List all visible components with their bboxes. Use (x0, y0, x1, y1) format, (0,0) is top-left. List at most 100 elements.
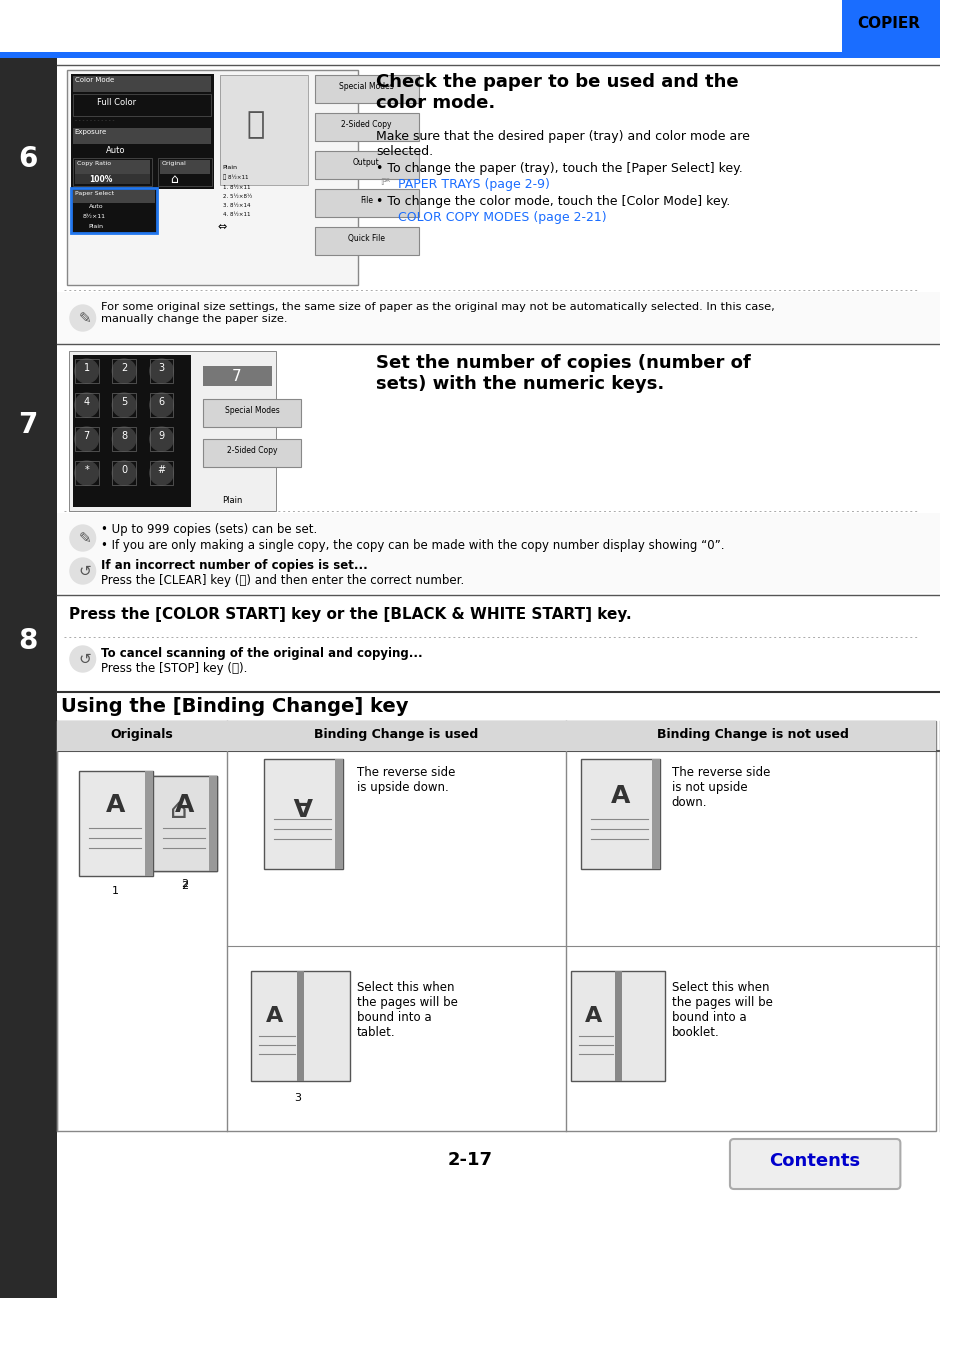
Bar (571, 971, 664, 1081)
Circle shape (112, 359, 135, 383)
Text: 100%: 100% (89, 176, 112, 184)
Bar (67, 70, 357, 285)
Bar (314, 113, 418, 140)
Bar (571, 971, 664, 1081)
Text: Plain: Plain (89, 224, 104, 230)
Text: • Up to 999 copies (sets) can be set.: • Up to 999 copies (sets) can be set. (101, 522, 317, 536)
Circle shape (112, 460, 135, 485)
Text: Special Modes: Special Modes (225, 406, 279, 414)
Bar (112, 460, 135, 485)
Bar (57, 346, 939, 512)
Text: 3: 3 (294, 1094, 301, 1103)
Bar (314, 151, 418, 180)
Bar (150, 359, 173, 383)
Bar (251, 971, 350, 1081)
Circle shape (74, 427, 98, 451)
Text: For some original size settings, the same size of paper as the original may not : For some original size settings, the sam… (101, 302, 775, 324)
Text: Binding Change is not used: Binding Change is not used (656, 728, 847, 741)
Bar (72, 190, 154, 202)
Text: 2: 2 (180, 882, 188, 891)
Text: Select this when
the pages will be
bound into a
booklet.: Select this when the pages will be bound… (671, 981, 772, 1040)
Bar (57, 721, 935, 751)
Text: Auto: Auto (89, 204, 103, 209)
Bar (152, 776, 216, 871)
Bar (57, 721, 935, 1131)
Bar (72, 128, 211, 144)
Bar (112, 427, 135, 451)
Circle shape (112, 393, 135, 417)
Bar (152, 776, 216, 871)
Circle shape (74, 393, 98, 417)
Text: ↺: ↺ (79, 564, 91, 579)
Bar (314, 113, 418, 140)
Text: • If you are only making a single copy, the copy can be made with the copy numbe: • If you are only making a single copy, … (101, 539, 724, 552)
Bar (74, 161, 150, 174)
Bar (74, 174, 150, 184)
Bar (79, 771, 152, 876)
Text: Press the [COLOR START] key or the [BLACK & WHITE START] key.: Press the [COLOR START] key or the [BLAC… (69, 608, 631, 622)
Text: Select this when
the pages will be
bound into a
tablet.: Select this when the pages will be bound… (356, 981, 457, 1040)
Text: Output: Output (353, 158, 379, 167)
Circle shape (150, 359, 173, 383)
Circle shape (150, 460, 173, 485)
Text: 2. 5½×8½: 2. 5½×8½ (222, 194, 252, 198)
Circle shape (74, 359, 98, 383)
Text: Full Color: Full Color (96, 99, 135, 107)
Bar (57, 65, 939, 290)
FancyBboxPatch shape (729, 1139, 900, 1189)
Bar (57, 597, 939, 693)
Text: 2-Sided Copy: 2-Sided Copy (227, 446, 277, 455)
Bar (314, 189, 418, 217)
Text: 4. 8½×11: 4. 8½×11 (222, 212, 250, 217)
Bar (79, 771, 152, 876)
Bar (314, 227, 418, 255)
Text: 3: 3 (158, 363, 165, 373)
Text: 5: 5 (121, 397, 127, 406)
Bar (0, 58, 57, 1297)
Bar (203, 439, 301, 467)
Text: Binding Change is used: Binding Change is used (314, 728, 477, 741)
Bar (72, 76, 211, 92)
Text: Paper Select: Paper Select (74, 190, 113, 196)
Bar (314, 151, 418, 180)
Text: PAPER TRAYS (page 2-9): PAPER TRAYS (page 2-9) (397, 178, 549, 190)
Text: Quick File: Quick File (348, 234, 385, 243)
Circle shape (150, 427, 173, 451)
Text: Contents: Contents (769, 1152, 860, 1170)
Bar (203, 400, 301, 427)
Circle shape (70, 558, 95, 585)
Bar (203, 400, 301, 427)
Bar (652, 759, 659, 869)
Bar (314, 76, 418, 103)
Bar (71, 188, 156, 234)
Text: Press the [STOP] key (Ⓘ).: Press the [STOP] key (Ⓘ). (101, 662, 248, 675)
Circle shape (74, 460, 98, 485)
Bar (157, 158, 212, 186)
Text: Plain: Plain (221, 495, 242, 505)
Text: COPIER: COPIER (856, 16, 919, 31)
Text: A: A (106, 792, 125, 817)
Text: To cancel scanning of the original and copying...: To cancel scanning of the original and c… (101, 647, 422, 660)
Bar (74, 427, 98, 451)
Bar (74, 460, 98, 485)
Text: Original: Original (161, 161, 186, 166)
Bar (57, 292, 939, 344)
Text: ⌂: ⌂ (171, 796, 188, 824)
Text: COLOR COPY MODES (page 2-21): COLOR COPY MODES (page 2-21) (397, 211, 606, 224)
Text: 1: 1 (84, 363, 90, 373)
Text: ⇔: ⇔ (217, 221, 227, 232)
Text: • To change the color mode, touch the [Color Mode] key.: • To change the color mode, touch the [C… (375, 194, 730, 208)
Bar (314, 227, 418, 255)
Bar (112, 359, 135, 383)
Text: A: A (294, 792, 313, 815)
Text: #: # (157, 464, 166, 475)
Text: If an incorrect number of copies is set...: If an incorrect number of copies is set.… (101, 559, 368, 572)
Text: Exposure: Exposure (74, 130, 107, 135)
Text: File: File (359, 196, 373, 205)
Bar (112, 393, 135, 417)
Circle shape (70, 525, 95, 551)
Text: 2: 2 (180, 879, 188, 890)
Text: 0: 0 (121, 464, 127, 475)
Text: A: A (266, 1006, 283, 1026)
Circle shape (112, 427, 135, 451)
